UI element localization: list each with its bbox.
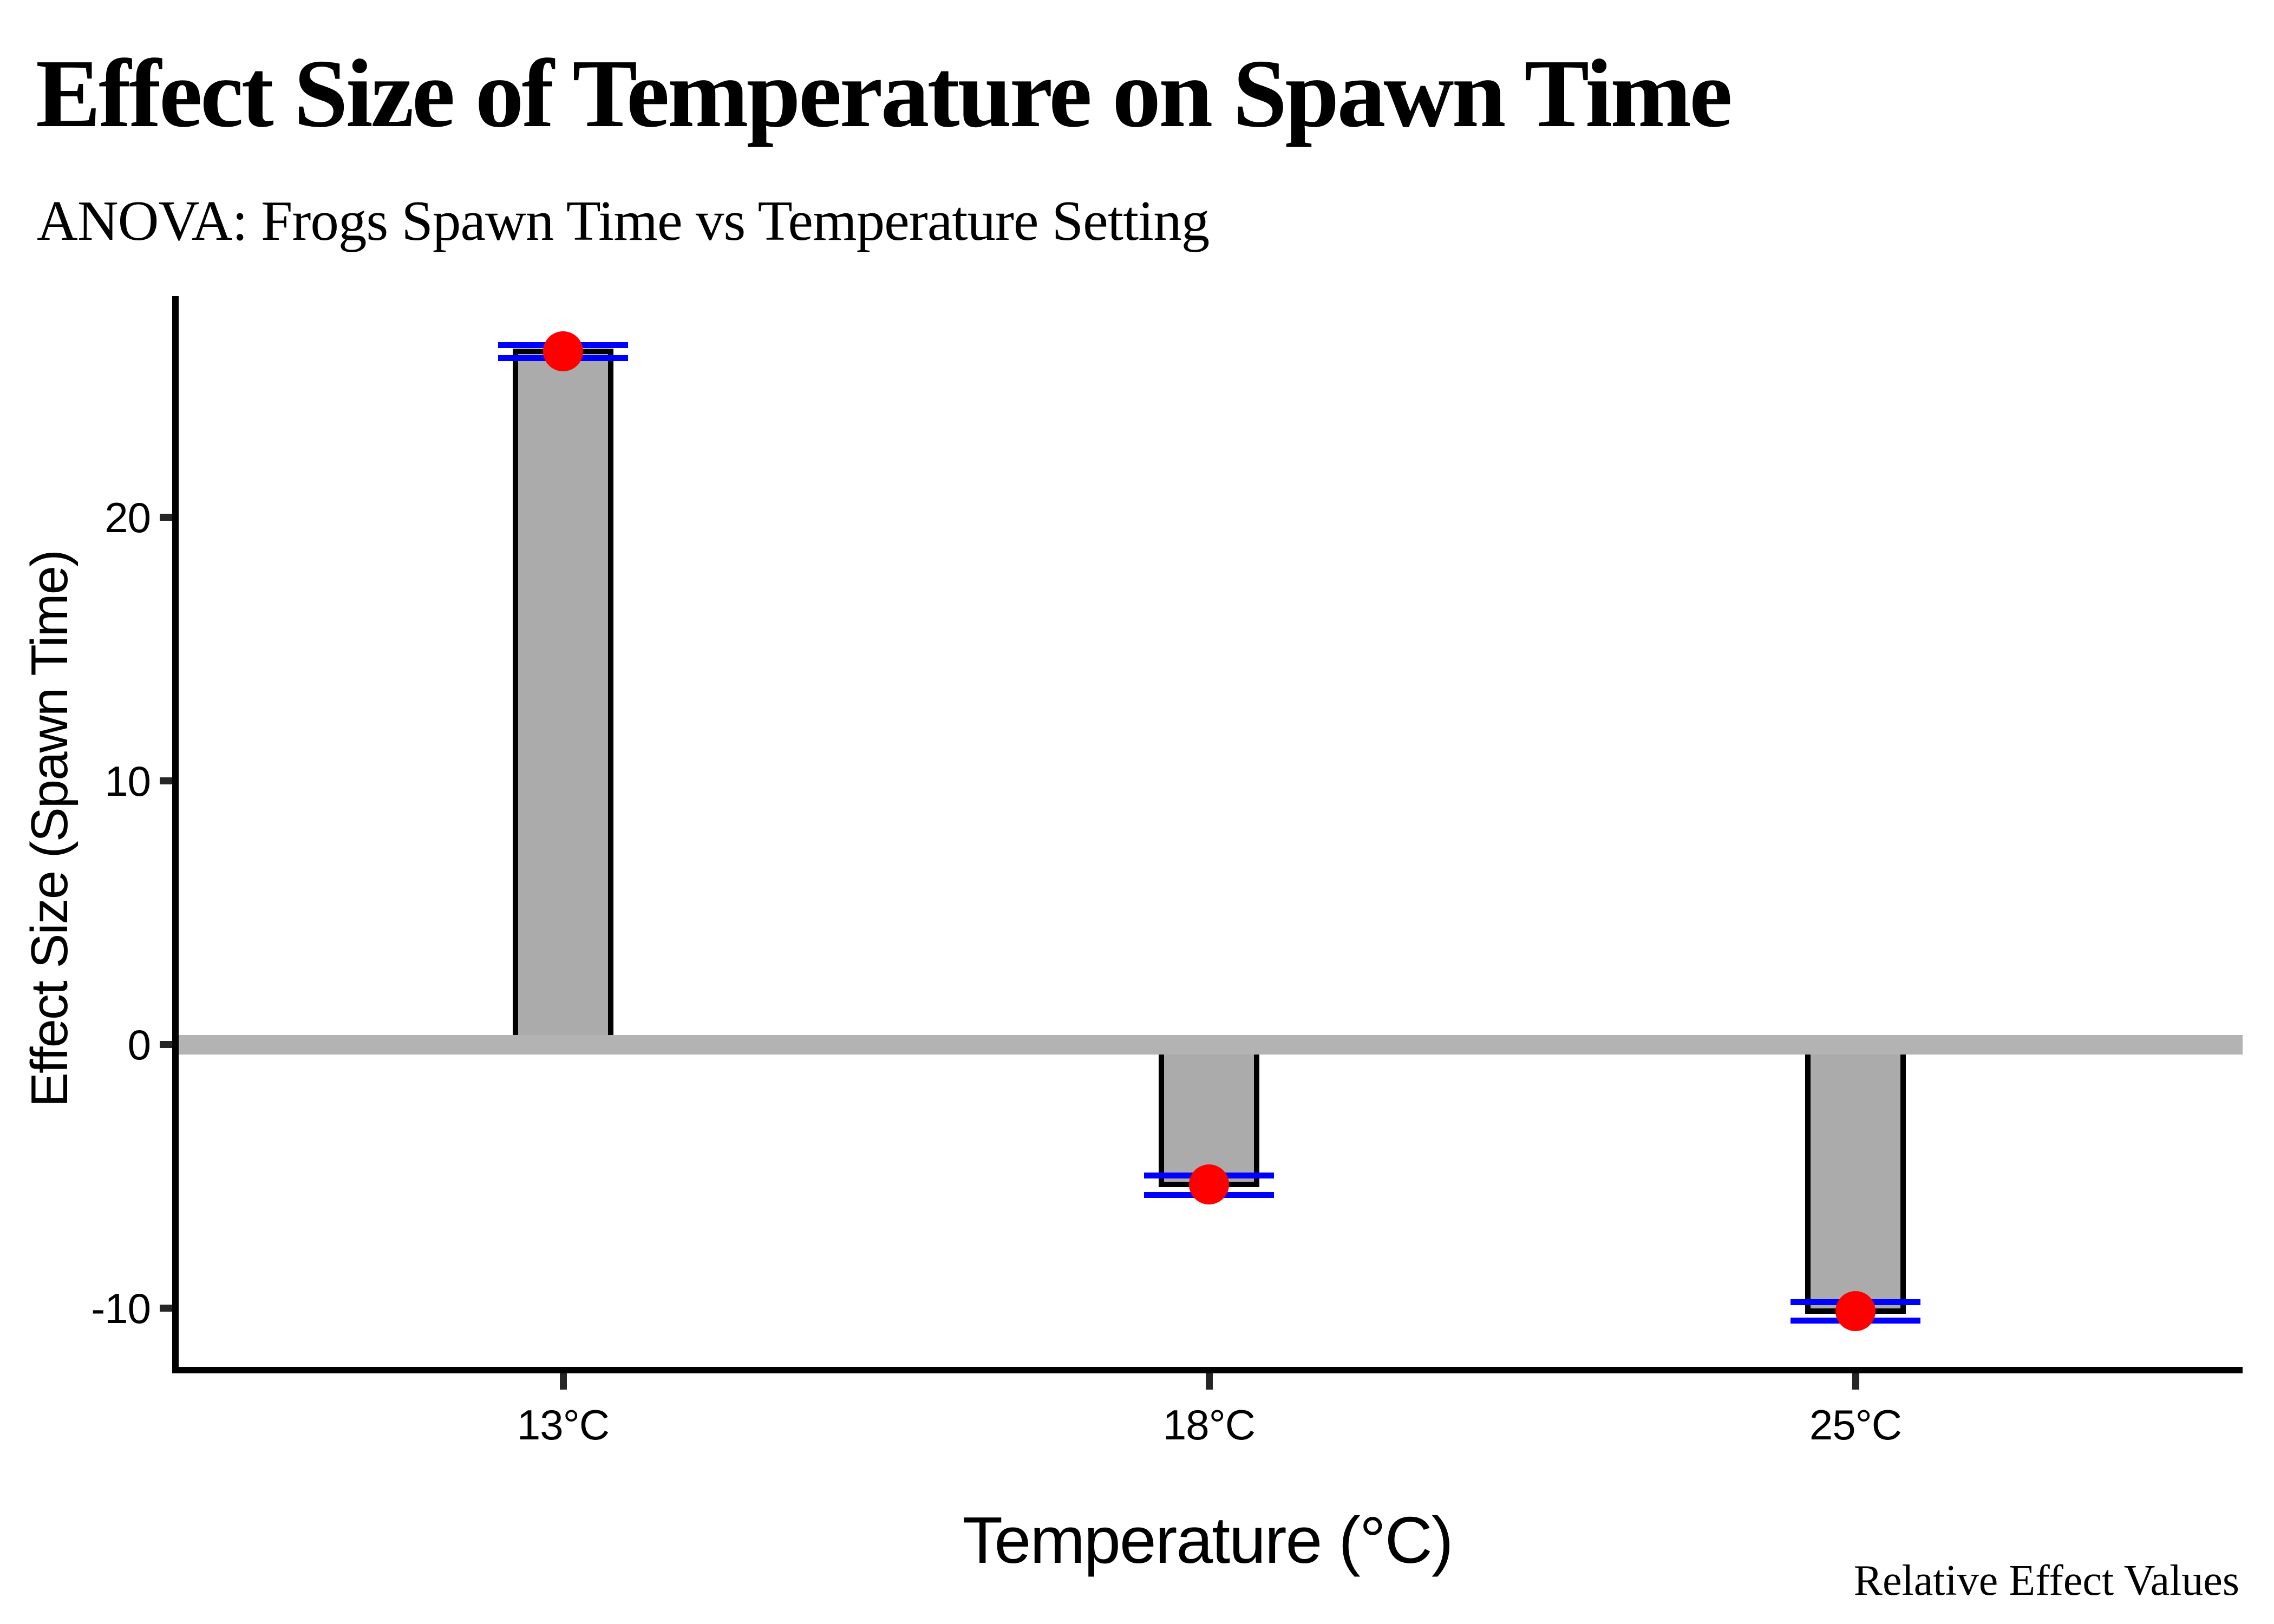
y-tick-label-20: 20 <box>104 494 151 541</box>
bar-25c <box>1805 1036 1906 1314</box>
x-tick-18c <box>1206 1373 1213 1390</box>
x-axis-label: Temperature (°C) <box>962 1503 1454 1577</box>
chart-caption: Relative Effect Values <box>1853 1557 2239 1605</box>
x-tick-13c <box>560 1373 567 1390</box>
x-tick-label-18c: 18°C <box>1162 1401 1256 1449</box>
mean-point-13c <box>543 331 583 372</box>
bar-13c <box>513 349 613 1053</box>
mean-point-25c <box>1835 1291 1876 1331</box>
y-axis-label: Effect Size (Spawn Time) <box>21 551 79 1107</box>
chart-title: Effect Size of Temperature on Spawn Time <box>36 40 1733 147</box>
y-tick-label-0: 0 <box>127 1021 151 1069</box>
mean-point-18c <box>1189 1164 1229 1205</box>
y-tick-label-10: 10 <box>104 757 151 805</box>
x-tick-25c <box>1852 1373 1859 1390</box>
bar-18c <box>1159 1036 1259 1188</box>
x-tick-label-25c: 25°C <box>1809 1401 1902 1449</box>
x-tick-label-13c: 13°C <box>517 1401 610 1449</box>
x-axis-line <box>172 1367 2243 1373</box>
y-tick-label-neg10: -10 <box>91 1285 151 1332</box>
y-axis-line <box>172 296 179 1373</box>
chart-subtitle: ANOVA: Frogs Spawn Time vs Temperature S… <box>37 189 1210 252</box>
zero-line <box>179 1035 2243 1055</box>
